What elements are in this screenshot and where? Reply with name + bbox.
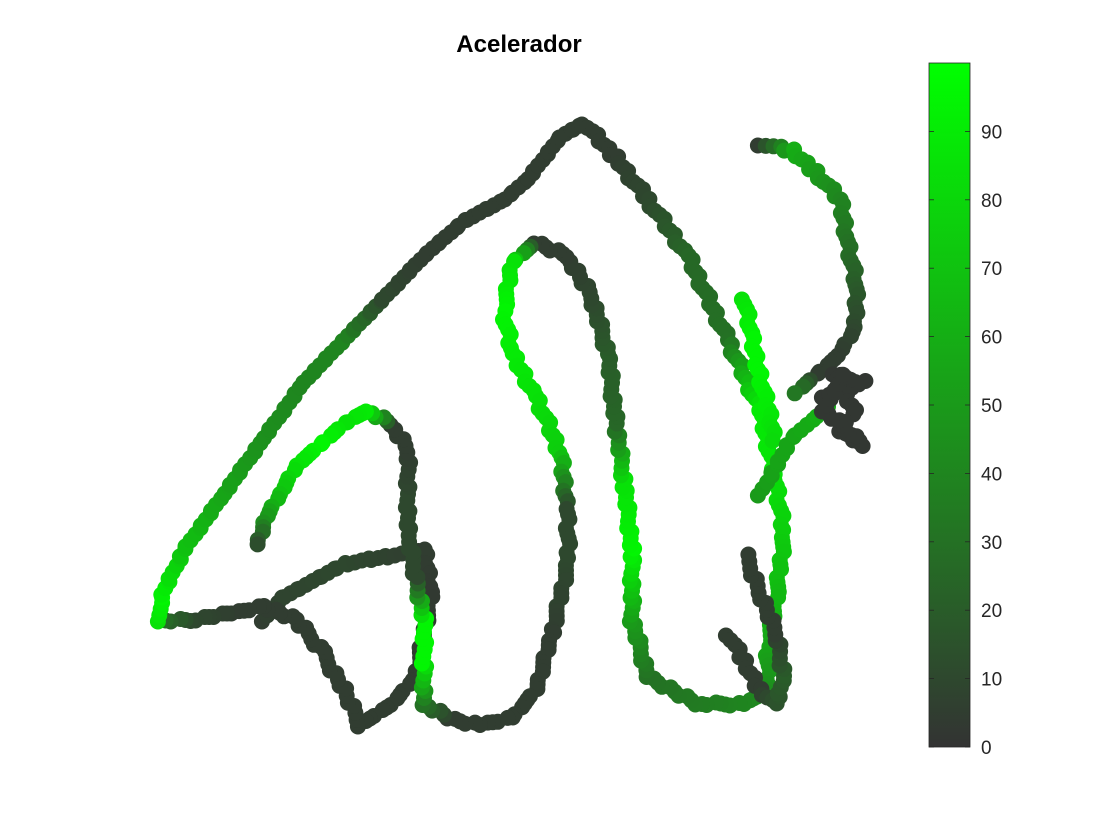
colorbar-ticks: 0 10 20 30 40 50 60 70 80 90 — [929, 122, 1002, 759]
colorbar-tick-label: 20 — [981, 601, 1002, 622]
data-point — [764, 432, 781, 449]
colorbar-tick-label: 10 — [981, 670, 1002, 691]
data-point — [740, 546, 757, 563]
data-point — [834, 366, 851, 383]
colorbar-tick-label: 0 — [981, 738, 992, 759]
colorbar: 0 10 20 30 40 50 60 70 80 90 — [928, 62, 1002, 759]
colorbar-tick-label: 90 — [981, 122, 1002, 143]
data-point — [249, 536, 266, 553]
colorbar-tick-label: 60 — [981, 328, 1002, 349]
data-point — [786, 385, 803, 402]
colorbar-gradient — [928, 62, 971, 748]
plot-area — [149, 116, 874, 735]
chart-title: Acelerador — [456, 31, 581, 58]
colorbar-tick-label: 40 — [981, 464, 1002, 485]
colorbar-tick-label: 80 — [981, 191, 1002, 212]
colorbar-tick-label: 30 — [981, 533, 1002, 554]
colorbar-tick-label: 50 — [981, 396, 1002, 417]
colorbar-tick-label: 70 — [981, 259, 1002, 280]
